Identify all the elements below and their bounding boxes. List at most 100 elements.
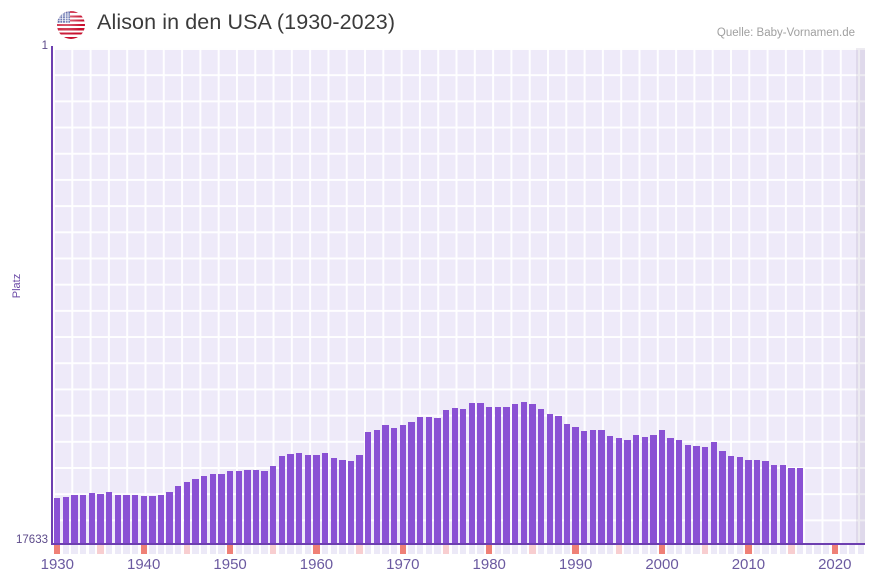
bar [330,458,337,543]
bar [287,453,294,543]
x-axis-tick [339,545,346,554]
x-axis-tick [347,545,355,554]
x-axis-tick [477,545,484,554]
x-axis-tick [771,545,778,554]
bar [693,445,700,543]
bar [589,430,597,543]
x-axis-tick [667,545,674,554]
x-axis-tick [425,545,432,554]
bar [131,494,139,543]
y-axis-title: Platz [11,273,23,299]
bar [105,492,113,543]
bar [762,461,769,543]
x-axis-tick-label: 1960 [299,556,334,573]
x-axis-tick [105,545,113,554]
bar [183,481,191,543]
x-axis-tick [486,545,493,554]
bar [667,437,674,543]
x-axis-line [51,543,865,545]
bar [624,439,631,543]
x-axis-tick [615,545,622,554]
chart-header: Alison in den USA (1930-2023) Quelle: Ba… [0,0,873,48]
x-axis-tick-label: 1990 [558,556,593,573]
bar [175,485,182,543]
bar [296,453,303,543]
x-axis-tick [822,545,830,554]
bar [503,407,510,543]
x-axis-tick [296,545,303,554]
x-axis-tick [563,545,571,554]
bar [581,431,588,543]
y-axis-line [51,46,53,545]
x-axis-tick-label: 1980 [472,556,506,573]
x-axis-tick [88,545,96,554]
bar [468,402,476,543]
x-axis-tick [140,545,147,554]
x-axis-tick [762,545,769,554]
bar [71,494,78,543]
x-axis-tick [745,545,752,554]
x-axis-tick [365,545,372,554]
bar [347,460,355,543]
x-axis-tick-label: 1930 [40,556,74,573]
x-axis-tick [252,545,260,554]
bar [252,469,260,543]
x-axis-tick [511,545,519,554]
bar [486,406,493,543]
x-axis-tick [779,545,787,554]
x-axis-tick [805,545,813,554]
bar [520,402,527,543]
x-axis-labels: 1930 1940 1950 1960 1970 1980 1990 2000 2010 2020 [0,556,873,582]
bar [278,455,286,543]
x-axis-tick [684,545,692,554]
x-axis-tick [650,545,657,554]
bar [736,457,743,543]
bar [235,471,242,543]
x-axis-tick [166,545,173,554]
bar [676,439,683,543]
bar [477,402,484,543]
x-axis-tick [313,545,320,554]
x-axis-tick [520,545,527,554]
x-axis-tick [624,545,631,554]
bar [632,434,640,543]
bar [166,492,173,543]
bar [546,414,553,543]
x-axis-tick [589,545,597,554]
bar [658,430,666,543]
bar [494,407,502,543]
x-axis-tick [270,545,277,554]
x-axis-tick [857,545,864,554]
bar [607,435,614,543]
bar [192,478,199,543]
x-axis-tick [702,545,709,554]
bar [304,454,311,543]
x-axis-tick [840,545,847,554]
x-axis-tick [54,545,61,554]
bar [391,428,398,543]
x-axis-tick [209,545,216,554]
x-axis-tick [641,545,648,554]
x-axis-tick [719,545,726,554]
x-axis-tick-label: 2000 [645,556,679,573]
x-axis-tick [831,545,838,554]
bar [797,468,804,543]
bar [442,409,450,543]
bar [226,471,234,543]
bar [598,430,605,543]
x-axis-tick-label: 2010 [731,556,766,573]
x-axis-tick [753,545,761,554]
x-axis-tick [330,545,337,554]
bar [261,471,268,543]
x-axis-tick [848,545,856,554]
x-axis-tick [460,545,467,554]
x-axis-tick [434,545,441,554]
x-axis-tick [814,545,821,554]
bar [140,495,147,543]
forecast-shaded-region [856,48,865,543]
x-axis-tick [175,545,182,554]
bar [54,498,61,543]
x-axis-tick [581,545,588,554]
bar [771,465,778,543]
x-axis-tick [727,545,735,554]
